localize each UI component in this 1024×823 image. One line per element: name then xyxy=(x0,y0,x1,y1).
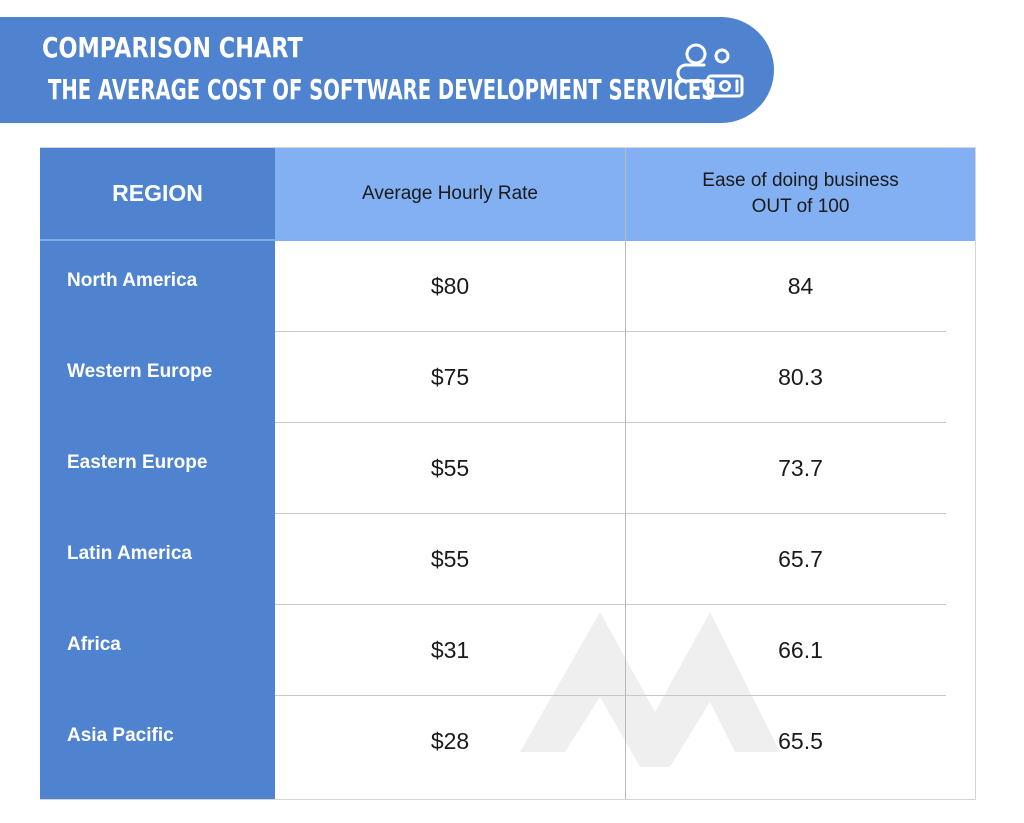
region-column xyxy=(40,147,275,800)
region-cell: North America xyxy=(67,269,198,291)
region-cell: Western Europe xyxy=(67,360,213,382)
ease-cell: 65.5 xyxy=(778,728,823,754)
chart-title: COMPARISON CHART xyxy=(42,31,303,64)
rate-cell: $31 xyxy=(430,637,470,663)
rate-cell: $75 xyxy=(430,364,470,390)
region-cell: Latin America xyxy=(67,542,192,564)
header-rate: Average Hourly Rate xyxy=(361,183,539,204)
table-row: Latin America $55 65.7 xyxy=(40,514,976,605)
watermark-logo xyxy=(520,612,780,767)
table-row: Asia Pacific $28 65.5 xyxy=(40,696,976,787)
ease-cell: 66.1 xyxy=(778,637,823,663)
rate-cell: $80 xyxy=(430,273,470,299)
table-row: Eastern Europe $55 73.7 xyxy=(40,423,976,514)
row-divider xyxy=(275,695,946,696)
row-divider xyxy=(275,422,946,423)
comparison-table: REGION Average Hourly Rate Ease of doing… xyxy=(40,147,976,800)
ease-cell: 80.3 xyxy=(778,364,823,390)
ease-cell: 65.7 xyxy=(778,546,823,572)
column-divider xyxy=(625,147,626,800)
header-ease: Ease of doing business OUT of 100 xyxy=(625,147,976,241)
header-ease-line1: Ease of doing business xyxy=(702,170,899,191)
chart-subtitle: THE AVERAGE COST OF SOFTWARE DEVELOPMENT… xyxy=(48,73,716,106)
table-row: Africa $31 66.1 xyxy=(40,605,976,696)
ease-cell: 84 xyxy=(787,273,814,299)
table-row: North America $80 84 xyxy=(40,241,976,332)
ease-cell: 73.7 xyxy=(778,455,823,481)
region-cell: Asia Pacific xyxy=(67,724,174,746)
header-region: REGION xyxy=(40,147,275,241)
region-cell: Africa xyxy=(67,633,121,655)
rate-cell: $28 xyxy=(430,728,470,754)
row-divider xyxy=(275,331,946,332)
row-divider xyxy=(275,513,946,514)
table-border xyxy=(40,147,976,800)
rate-cell: $55 xyxy=(430,546,470,572)
header-ease-line2: OUT of 100 xyxy=(751,196,850,217)
region-cell: Eastern Europe xyxy=(67,451,208,473)
row-divider xyxy=(275,604,946,605)
rate-cell: $55 xyxy=(430,455,470,481)
table-row: Western Europe $75 80.3 xyxy=(40,332,976,423)
title-banner: COMPARISON CHART THE AVERAGE COST OF SOF… xyxy=(0,17,774,123)
people-money-icon xyxy=(676,43,744,98)
